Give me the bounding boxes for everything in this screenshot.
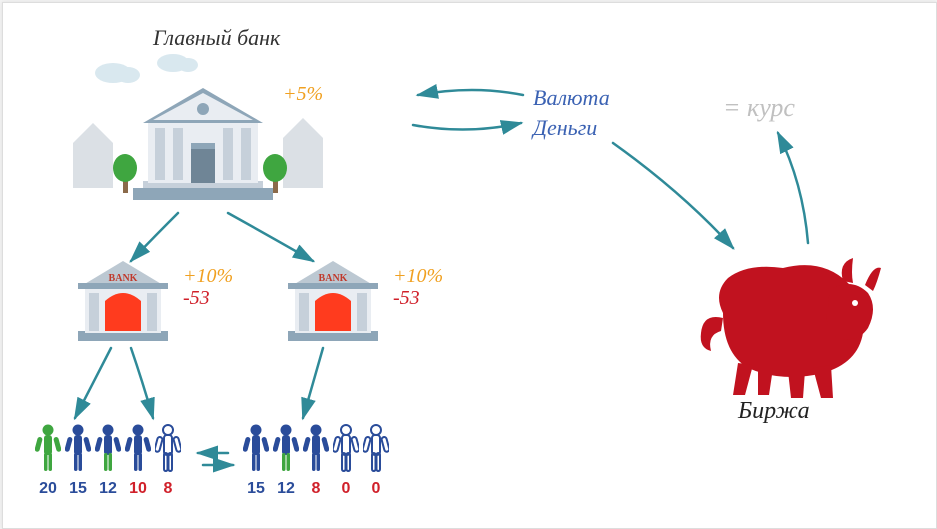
arrows-overlay bbox=[3, 3, 936, 528]
diagram-canvas: Главный банк bbox=[2, 2, 937, 529]
